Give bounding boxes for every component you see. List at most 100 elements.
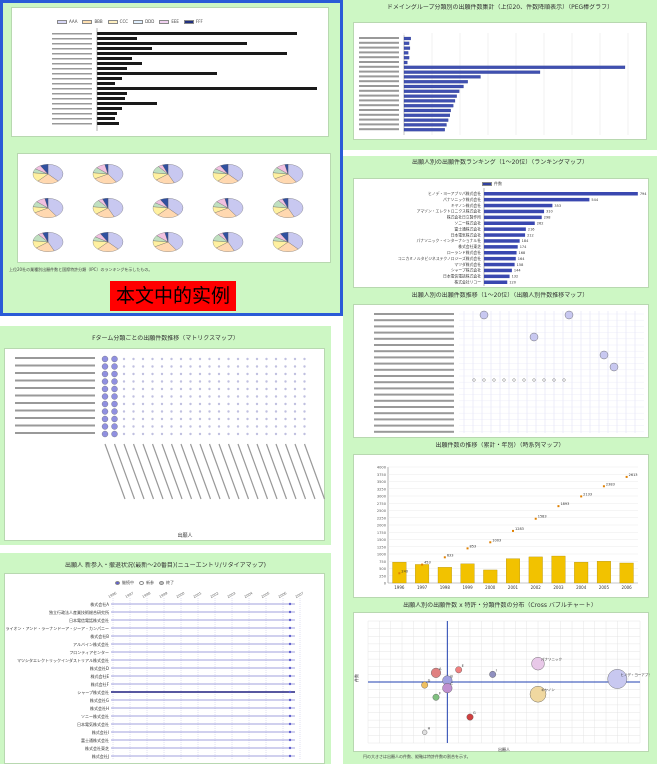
matrix-dot bbox=[303, 425, 305, 427]
row-label: 株式会社I bbox=[92, 729, 109, 735]
row-label-placeholder bbox=[15, 380, 95, 382]
matrix-dot bbox=[256, 395, 258, 397]
row-label: 株式会社A bbox=[90, 601, 109, 607]
matrix-dot bbox=[246, 433, 248, 435]
matrix-dot bbox=[161, 403, 163, 405]
row-label-placeholder bbox=[374, 369, 454, 371]
bar bbox=[574, 562, 588, 583]
bar-value: 158 bbox=[517, 263, 524, 267]
line-label: 2383 bbox=[606, 482, 615, 486]
matrix-dot bbox=[123, 410, 125, 412]
matrix-dot bbox=[218, 373, 220, 375]
bar bbox=[484, 233, 525, 237]
matrix-dot bbox=[189, 373, 191, 375]
panel-title: Fターム分類ごとの出願件数推移（マトリクスマップ） bbox=[0, 335, 331, 342]
bar bbox=[404, 66, 625, 69]
year-tick: 1999 bbox=[159, 591, 169, 599]
year-tick: 2003 bbox=[227, 591, 237, 599]
matrix-dot bbox=[237, 395, 239, 397]
bubble-label: パナソニック bbox=[541, 657, 562, 662]
matrix-dot bbox=[132, 433, 134, 435]
line-point bbox=[535, 518, 537, 520]
matrix-bubble bbox=[112, 371, 118, 377]
matrix-bubble bbox=[112, 386, 118, 392]
matrix-dot bbox=[170, 365, 172, 367]
row-label-placeholder bbox=[359, 104, 399, 106]
row-label-placeholder bbox=[52, 118, 92, 120]
matrix-dot bbox=[208, 425, 210, 427]
row-label-placeholder bbox=[374, 425, 454, 427]
matrix-dot bbox=[132, 380, 134, 382]
matrix-dot bbox=[142, 358, 144, 360]
matrix-dot bbox=[246, 418, 248, 420]
matrix-dot bbox=[218, 433, 220, 435]
row-label: 日本電信電話株式会社 bbox=[69, 617, 109, 623]
matrix-dot bbox=[170, 425, 172, 427]
row-label-placeholder bbox=[52, 103, 92, 105]
matrix-dot bbox=[161, 395, 163, 397]
bar bbox=[97, 122, 119, 125]
matrix-dot bbox=[199, 388, 201, 390]
matrix-dot bbox=[284, 433, 286, 435]
row-label-placeholder bbox=[52, 73, 92, 75]
matrix-dot bbox=[208, 380, 210, 382]
matrix-dot bbox=[170, 395, 172, 397]
matrix-dot bbox=[189, 388, 191, 390]
timeline-dot bbox=[289, 635, 291, 637]
y-tick: 1000 bbox=[377, 553, 387, 557]
bar bbox=[97, 37, 137, 40]
matrix-dot bbox=[208, 418, 210, 420]
matrix-dot bbox=[151, 373, 153, 375]
bar bbox=[506, 559, 520, 583]
matrix-dot bbox=[237, 425, 239, 427]
matrix-dot bbox=[123, 373, 125, 375]
row-label: シャープ株式会社 bbox=[451, 268, 481, 273]
x-tick: 1996 bbox=[394, 585, 405, 590]
matrix-dot bbox=[294, 395, 296, 397]
trend-dot bbox=[533, 379, 536, 382]
bubble-label: C bbox=[450, 682, 453, 686]
row-label-placeholder bbox=[15, 417, 95, 419]
row-label-placeholder bbox=[52, 98, 92, 100]
matrix-dot bbox=[237, 433, 239, 435]
matrix-dot bbox=[199, 380, 201, 382]
row-label-placeholder bbox=[359, 80, 399, 82]
row-label-placeholder bbox=[52, 123, 92, 125]
bubble-label: I bbox=[496, 668, 497, 672]
line-label: 1003 bbox=[492, 538, 501, 542]
matrix-dot bbox=[170, 380, 172, 382]
y-axis-label: 件数 bbox=[354, 674, 359, 682]
column-label-placeholder bbox=[229, 444, 249, 499]
pie-chart-card bbox=[17, 153, 331, 263]
column-label-placeholder bbox=[191, 444, 211, 499]
row-label-placeholder bbox=[359, 71, 399, 73]
line-label: 240 bbox=[401, 569, 408, 573]
row-label: ヒノデ・ヨーアプリパ株式会社 bbox=[428, 191, 481, 196]
matrix-dot bbox=[218, 358, 220, 360]
bar bbox=[404, 51, 408, 54]
matrix-bubble bbox=[102, 364, 108, 370]
year-tick: 2002 bbox=[210, 591, 220, 599]
matrix-dot bbox=[180, 365, 182, 367]
x-axis-label: 出願人 bbox=[498, 746, 510, 752]
ranking-card: 件数 ヒノデ・ヨーアプリパ株式会社794パナソニック株式会社544キヤノン株式会… bbox=[353, 178, 649, 288]
matrix-dot bbox=[132, 395, 134, 397]
row-label: ソニー株式会社 bbox=[81, 713, 109, 719]
row-label: シャープ株式会社 bbox=[77, 689, 109, 695]
matrix-bubble bbox=[112, 431, 118, 437]
row-label-placeholder bbox=[15, 432, 95, 434]
matrix-bubble bbox=[112, 394, 118, 400]
matrix-dot bbox=[265, 395, 267, 397]
timeseries-card: 0250500750100012501500175020002250250027… bbox=[353, 454, 649, 598]
bar bbox=[404, 75, 481, 78]
line-label: 2613 bbox=[629, 473, 638, 477]
row-label: マツシタエレクトリックインダストリアル株式会社 bbox=[17, 657, 109, 663]
row-label-placeholder bbox=[359, 114, 399, 116]
bar bbox=[404, 56, 409, 59]
matrix-dot bbox=[132, 373, 134, 375]
matrix-dot bbox=[123, 425, 125, 427]
panel-title: 出願人別の出願件数ランキング（1～20位）（ランキングマップ） bbox=[343, 159, 657, 166]
row-label-placeholder bbox=[15, 387, 95, 389]
matrix-dot bbox=[218, 395, 220, 397]
matrix-dot bbox=[256, 403, 258, 405]
